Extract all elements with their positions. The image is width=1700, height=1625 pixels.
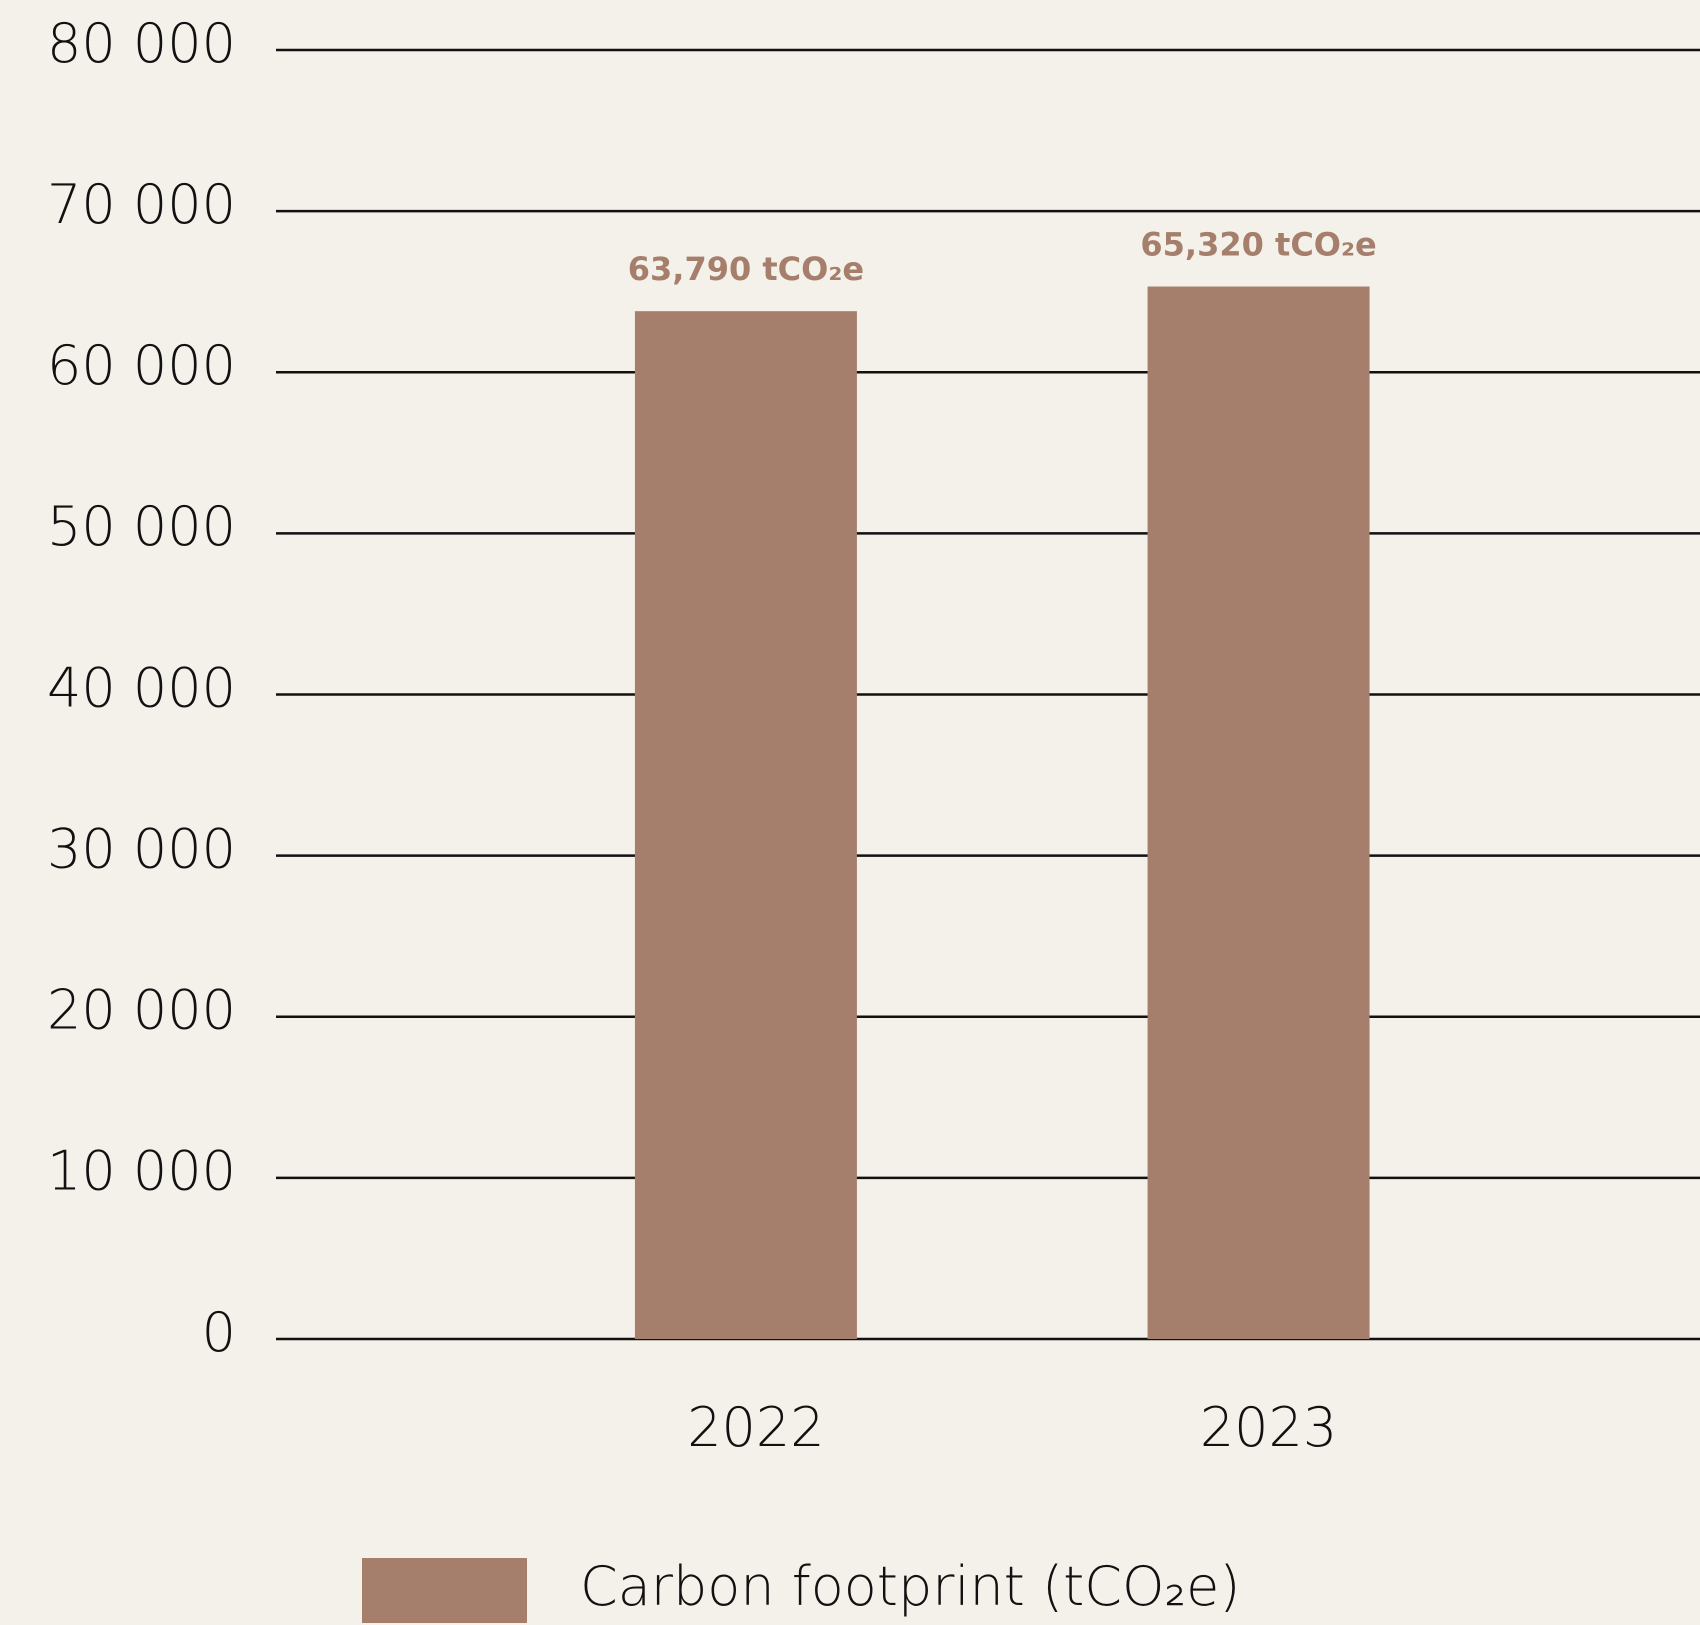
- x-tick-label: 2022: [687, 1396, 824, 1459]
- x-tick-label: 2023: [1200, 1396, 1337, 1459]
- y-tick-label: 20 000: [47, 979, 236, 1042]
- y-tick-label: 80 000: [47, 12, 236, 75]
- y-tick-label: 10 000: [47, 1140, 236, 1203]
- bar: [634, 311, 857, 1340]
- value-label: 65,320 tCO₂e: [1140, 226, 1376, 264]
- y-tick-label: 50 000: [47, 495, 236, 558]
- y-tick-label: 70 000: [47, 173, 236, 236]
- y-tick-label: 40 000: [47, 656, 236, 719]
- legend-swatch: [362, 1558, 527, 1623]
- y-tick-label: 60 000: [47, 334, 236, 397]
- y-tick-label: 0: [202, 1301, 236, 1364]
- legend-label: Carbon footprint (tCO₂e): [580, 1555, 1240, 1618]
- value-label: 63,790 tCO₂e: [628, 250, 864, 288]
- y-tick-label: 30 000: [47, 817, 236, 880]
- bar: [1147, 286, 1370, 1339]
